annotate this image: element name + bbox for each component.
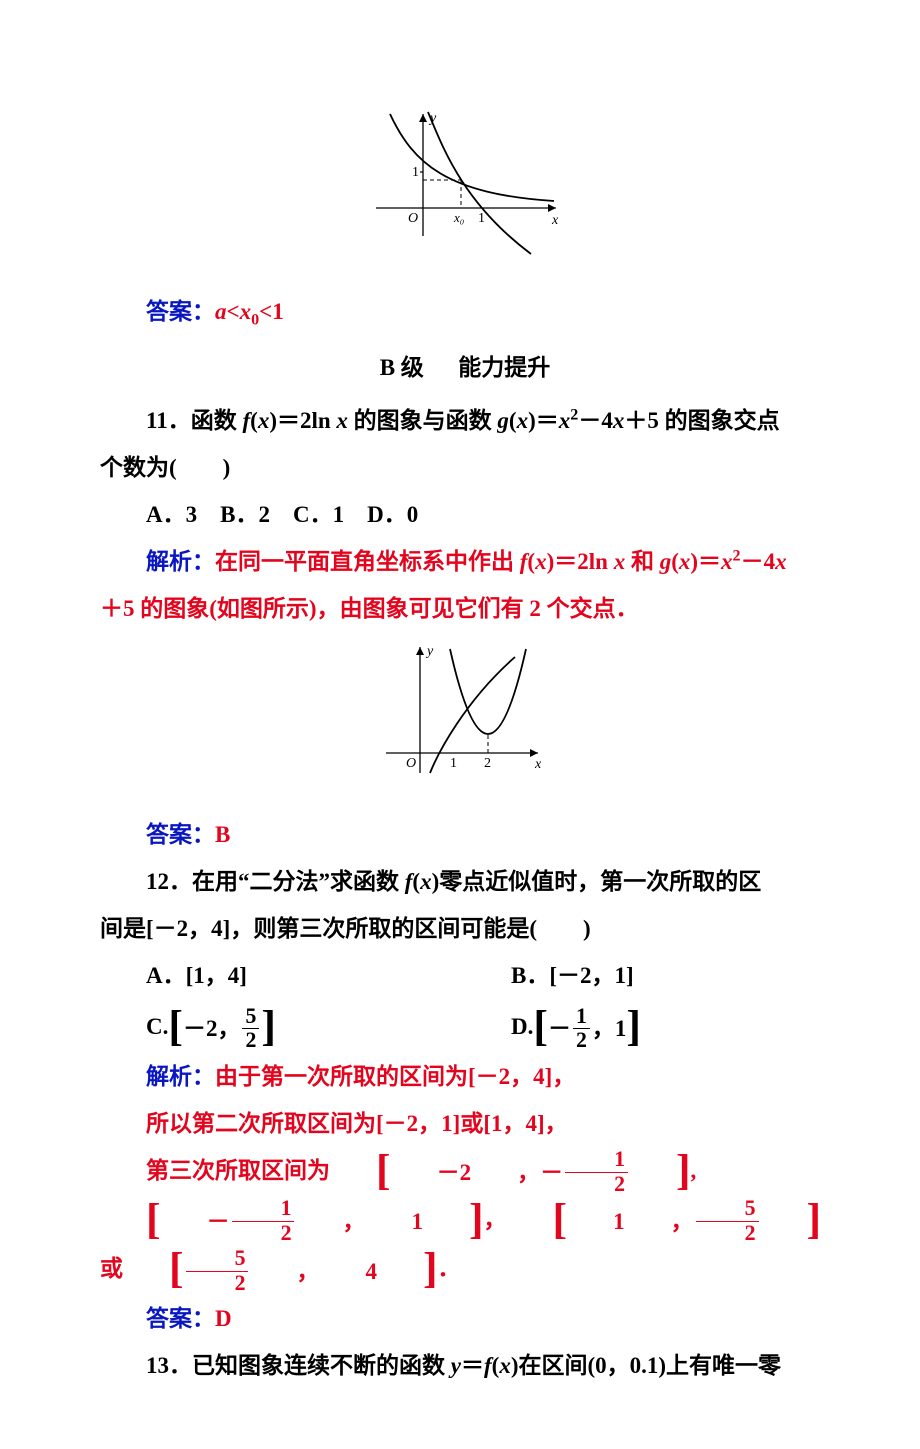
svg-text:1: 1 xyxy=(478,211,485,226)
svg-text:O: O xyxy=(408,211,418,226)
q11-analysis-line2: ＋5 的图象(如图所示)，由图象可见它们有 2 个交点． xyxy=(100,585,830,632)
q12-analysis-line3: 第三次所取区间为[－2，－12],[－12，1]，[1，52]或[52，4]． xyxy=(100,1147,830,1295)
svg-text:2: 2 xyxy=(484,756,491,771)
section-b-left: B 级 xyxy=(380,355,424,380)
svg-text:x: x xyxy=(534,757,542,772)
q12-opt-b: B．[－2，1] xyxy=(465,952,830,999)
q12-blank: ( ) xyxy=(529,916,590,941)
svg-text:x₀: x₀ xyxy=(453,210,464,225)
q11-answer-line: 答案：B xyxy=(100,811,830,858)
q12-answer: D xyxy=(215,1306,232,1331)
q12-opt-d: D.[－12，1] xyxy=(465,1003,830,1052)
q12-analysis-line2: 所以第二次所取区间为[－2，1]或[1，4]， xyxy=(100,1100,830,1147)
q11-opt-b: 2 xyxy=(258,502,270,527)
answer-label: 答案： xyxy=(146,299,215,324)
figure-q10: y 1 O x₀ 1 x xyxy=(100,108,830,274)
analysis-label: 解析： xyxy=(146,549,215,574)
q11-opt-c: 1 xyxy=(333,502,345,527)
q12-stem-line1: 12．在用“二分法”求函数 f(x)零点近似值时，第一次所取的区 xyxy=(100,858,830,905)
q12-options-row2: C.[－2，52] D.[－12，1] xyxy=(100,1003,830,1052)
q11-number: 11． xyxy=(146,408,191,433)
q13-number: 13． xyxy=(146,1353,192,1378)
answer-label-3: 答案： xyxy=(146,1306,215,1331)
section-b-right: 能力提升 xyxy=(458,355,550,380)
q12-stem-line2: 间是[－2，4]，则第三次所取的区间可能是( ) xyxy=(100,905,830,952)
answer-label-2: 答案： xyxy=(146,822,215,847)
svg-text:1: 1 xyxy=(412,165,419,180)
figure-q11: y O 1 2 x xyxy=(100,641,830,797)
svg-text:1: 1 xyxy=(450,756,457,771)
fig2-svg: y O 1 2 x xyxy=(380,641,550,781)
section-b-header: B 级 能力提升 xyxy=(100,344,830,391)
q12-opt-c: C.[－2，52] xyxy=(100,1003,465,1052)
svg-text:O: O xyxy=(406,756,416,771)
q11-analysis-line1: 解析：在同一平面直角坐标系中作出 f(x)＝2ln x 和 g(x)＝x2－4x xyxy=(100,538,830,585)
q12-analysis-line1: 解析：由于第一次所取的区间为[－2，4]， xyxy=(100,1053,830,1100)
q13-stem-line1: 13．已知图象连续不断的函数 y＝f(x)在区间(0，0.1)上有唯一零 xyxy=(100,1342,830,1389)
q11-answer: B xyxy=(215,822,230,847)
q11-stem-line1: 11．函数 f(x)＝2ln x 的图象与函数 g(x)＝x2－4x＋5 的图象… xyxy=(100,397,830,444)
q11-opt-d: 0 xyxy=(407,502,419,527)
analysis-label-2: 解析： xyxy=(146,1064,215,1089)
svg-text:y: y xyxy=(425,644,434,659)
q12-opt-a: A．[1，4] xyxy=(100,952,465,999)
q12-options-row1: A．[1，4] B．[－2，1] xyxy=(100,952,830,999)
q11-opt-a: 3 xyxy=(186,502,198,527)
fig1-svg: y 1 O x₀ 1 x xyxy=(368,108,563,258)
svg-text:x: x xyxy=(551,213,559,228)
q12-number: 12． xyxy=(146,869,192,894)
q11-blank: ( ) xyxy=(169,455,230,480)
q11-stem-line2: 个数为( ) xyxy=(100,444,830,491)
q10-answer-line: 答案：a<x0<1 xyxy=(100,288,830,338)
svg-text:y: y xyxy=(428,111,437,126)
q11-options: A．3 B．2 C．1 D．0 xyxy=(100,491,830,538)
